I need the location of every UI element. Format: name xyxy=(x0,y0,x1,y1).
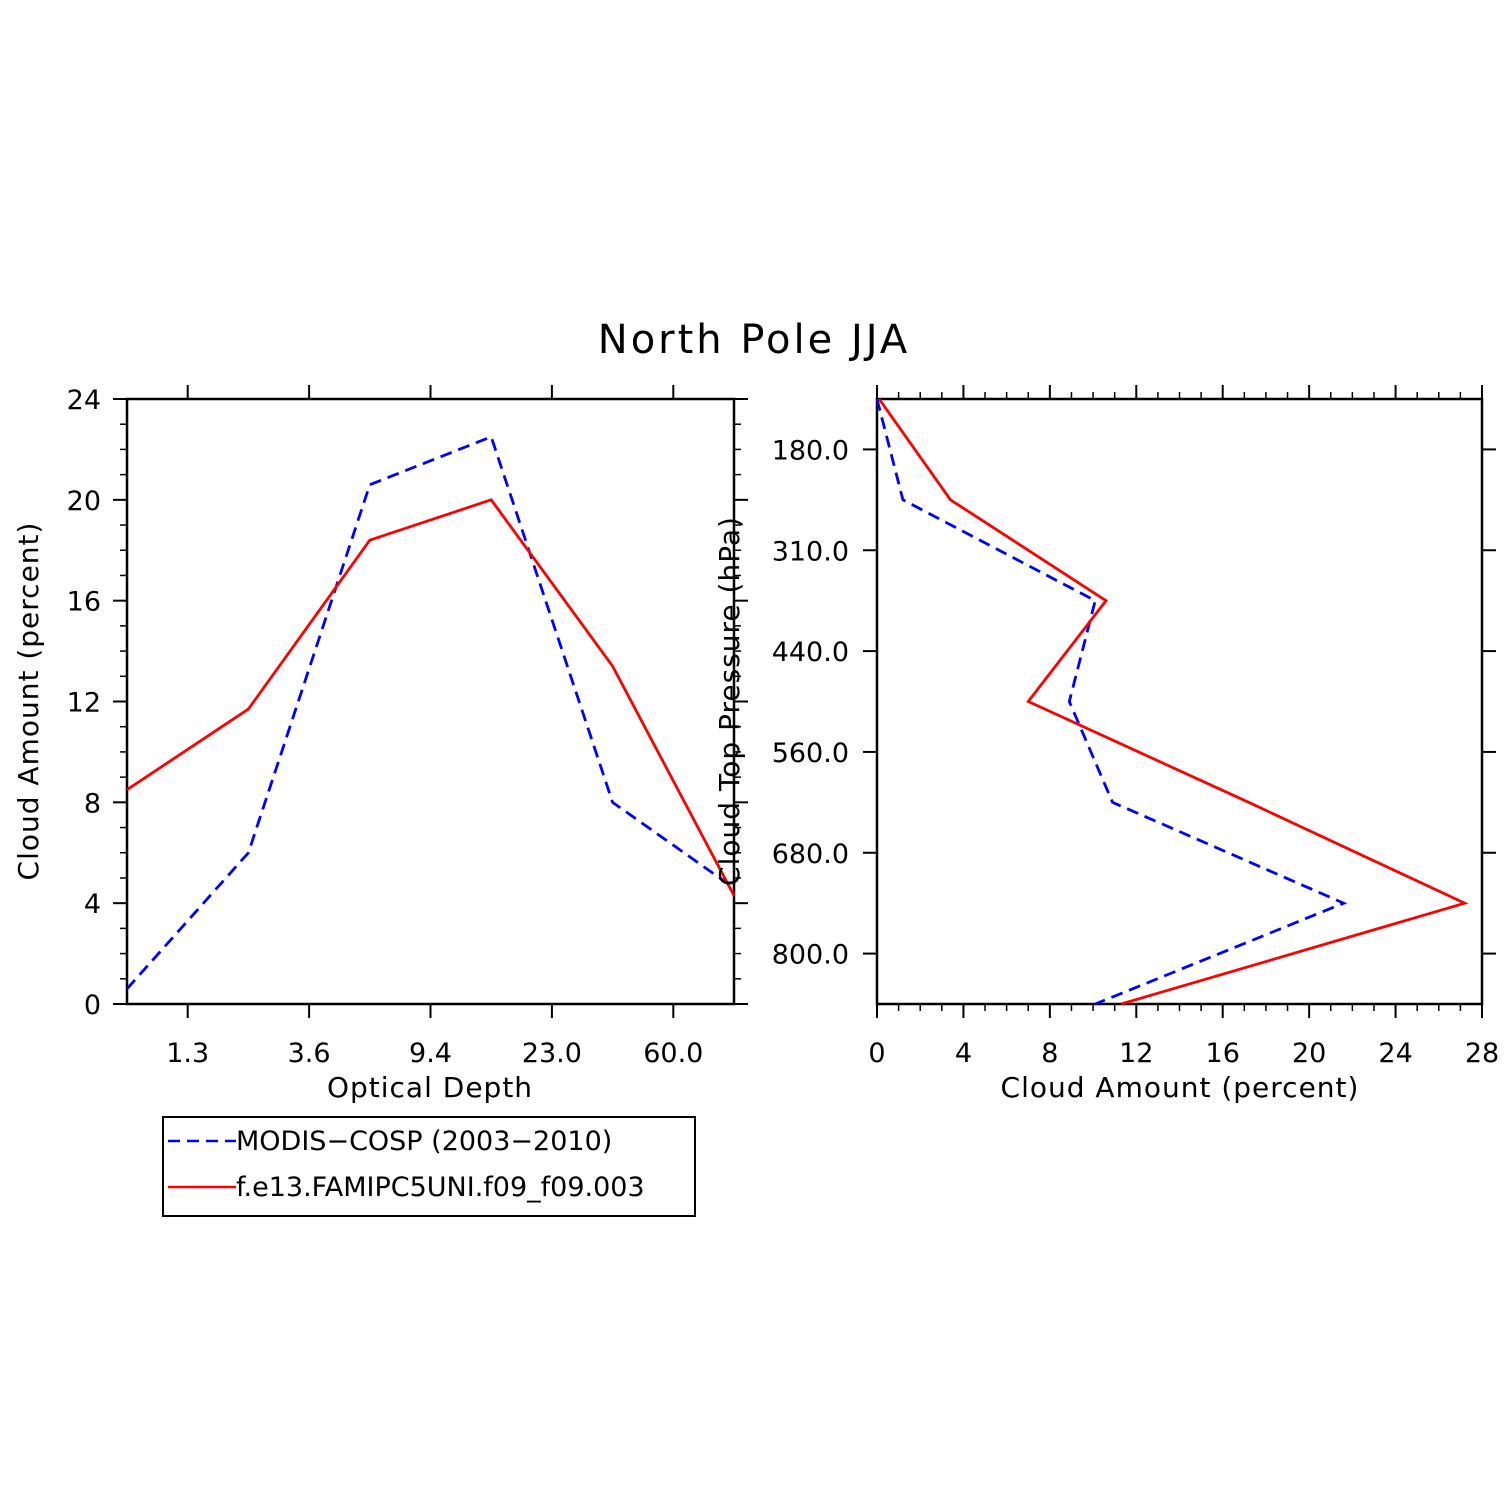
x-tick-label: 28 xyxy=(1465,1038,1499,1069)
x-tick-label: 20 xyxy=(1292,1038,1326,1069)
x-tick-label: 8 xyxy=(1041,1038,1058,1069)
optical-depth-series xyxy=(125,434,736,990)
x-tick-label: 9.4 xyxy=(409,1038,452,1069)
optical-depth-panel: 0 4 8 12 16 20 24 1.3 3.6 9.4 23.0 60.0 Optical Dep… xyxy=(12,385,748,1104)
optical-depth-x-axis-label: Optical Depth xyxy=(327,1071,533,1104)
pressure-profile-tick-labels: 0 4 8 12 16 20 24 28 180.0 310.0 440.0 560.0 680.0 80… xyxy=(772,435,1499,1069)
model-series-line xyxy=(126,498,736,897)
legend-label-model: f.e13.FAMIPC5UNI.f09_f09.003 xyxy=(236,1172,645,1203)
x-tick-label: 23.0 xyxy=(522,1038,582,1069)
legend: MODIS−COSP (2003−2010) f.e13.FAMIPC5UNI.… xyxy=(162,1116,696,1217)
pressure-profile-y-axis-label: Cloud Top Pressure (hPa) xyxy=(713,516,746,886)
y-tick-label: 560.0 xyxy=(772,738,849,769)
y-tick-label: 800.0 xyxy=(772,940,849,971)
x-tick-label: 4 xyxy=(955,1038,972,1069)
x-tick-label: 1.3 xyxy=(166,1038,209,1069)
y-tick-label: 180.0 xyxy=(772,435,849,466)
legend-label-modis: MODIS−COSP (2003−2010) xyxy=(236,1126,612,1157)
optical-depth-tick-labels: 0 4 8 12 16 20 24 1.3 3.6 9.4 23.0 60.0 xyxy=(67,385,704,1069)
model-profile-line xyxy=(878,398,1469,1006)
optical-depth-ticks xyxy=(113,385,748,1018)
y-tick-label: 24 xyxy=(67,385,101,416)
x-tick-label: 24 xyxy=(1378,1038,1412,1069)
pressure-profile-ticks xyxy=(863,385,1496,1018)
x-tick-label: 3.6 xyxy=(288,1038,331,1069)
modis-profile-line xyxy=(875,398,1348,1006)
y-tick-label: 20 xyxy=(67,486,101,517)
modis-series-line xyxy=(125,434,735,990)
y-tick-label: 12 xyxy=(67,688,101,719)
y-tick-label: 680.0 xyxy=(772,839,849,870)
x-tick-label: 12 xyxy=(1119,1038,1153,1069)
x-tick-label: 0 xyxy=(868,1038,885,1069)
legend-box xyxy=(162,1116,696,1217)
y-tick-label: 16 xyxy=(67,587,101,618)
y-tick-label: 4 xyxy=(84,889,101,920)
y-tick-label: 8 xyxy=(84,788,101,819)
pressure-profile-panel: 0 4 8 12 16 20 24 28 180.0 310.0 440.0 560.0 680.0 80… xyxy=(713,385,1499,1104)
pressure-profile-x-axis-label: Cloud Amount (percent) xyxy=(1001,1071,1360,1104)
x-tick-label: 16 xyxy=(1206,1038,1240,1069)
x-tick-label: 60.0 xyxy=(643,1038,703,1069)
y-tick-label: 440.0 xyxy=(772,637,849,668)
y-tick-label: 310.0 xyxy=(772,536,849,567)
figure-title: North Pole JJA xyxy=(598,317,910,363)
y-tick-label: 0 xyxy=(84,990,101,1021)
optical-depth-y-axis-label: Cloud Amount (percent) xyxy=(12,522,45,881)
pressure-profile-series xyxy=(875,398,1469,1006)
